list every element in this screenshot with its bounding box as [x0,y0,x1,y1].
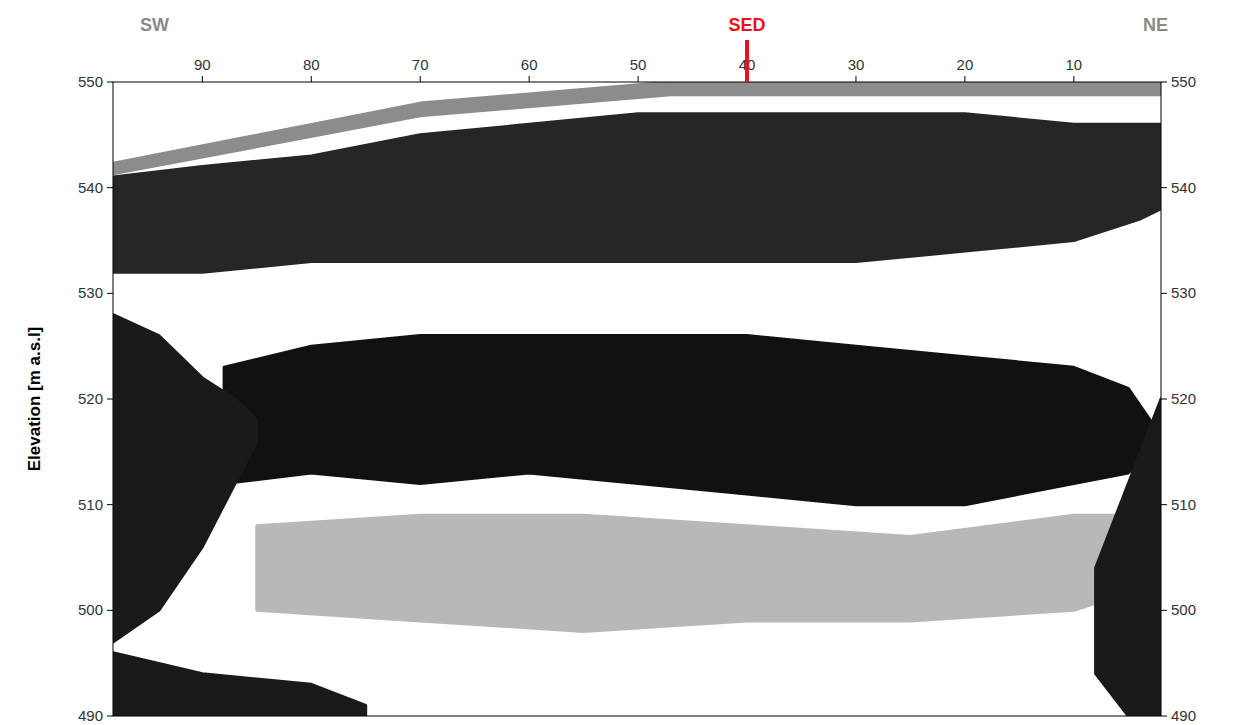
y-tick [1161,293,1167,294]
reflector-band [224,336,1150,505]
y-tick-label: 520 [1171,390,1196,407]
plot-background [113,82,1161,716]
y-tick [107,293,113,294]
y-tick [1161,610,1167,611]
x-tick [638,76,639,82]
bands [113,82,1161,716]
chart: 9080706050403020104904905005005105105205… [0,0,1237,725]
plot-frame [113,82,1161,716]
x-tick [420,76,421,82]
x-tick-label: 50 [630,56,647,73]
x-tick-label: 10 [1066,56,1083,73]
y-tick-label: 530 [1171,284,1196,301]
y-tick-label: 550 [1171,73,1196,90]
reflector-band [257,515,1139,631]
reflector-band [113,315,257,643]
x-tick [855,76,856,82]
direction-label: SW [140,15,169,35]
x-tick-label: 20 [957,56,974,73]
x-tick [529,76,530,82]
reflector-band [1096,399,1161,716]
x-tick [202,76,203,82]
y-tick-label: 490 [1171,707,1196,724]
annotation-label: SED [729,15,766,35]
y-tick-label: 530 [78,284,103,301]
x-tick-label: 30 [848,56,865,73]
x-tick [1073,76,1074,82]
y-tick [107,610,113,611]
reflector-band [113,653,366,716]
x-tick-label: 70 [412,56,429,73]
y-tick [1161,187,1167,188]
x-tick-label: 90 [194,56,211,73]
x-tick [964,76,965,82]
y-tick [107,82,113,83]
y-tick [1161,399,1167,400]
x-tick [311,76,312,82]
y-tick-label: 550 [78,73,103,90]
y-tick-label: 520 [78,390,103,407]
y-tick-label: 510 [1171,496,1196,513]
y-tick [107,399,113,400]
y-tick-label: 540 [1171,179,1196,196]
y-tick [1161,82,1167,83]
y-tick-label: 500 [78,601,103,618]
y-tick [107,187,113,188]
y-axis-title: Elevation [m a.s.l] [25,327,44,472]
x-tick-label: 60 [521,56,538,73]
direction-label: NE [1143,15,1168,35]
annotation-marker [745,40,749,82]
y-tick-label: 510 [78,496,103,513]
y-tick-label: 540 [78,179,103,196]
y-tick [1161,504,1167,505]
x-tick-label: 80 [303,56,320,73]
reflector-band [113,82,1161,174]
y-tick [107,504,113,505]
y-tick-label: 500 [1171,601,1196,618]
y-tick [107,716,113,717]
y-tick [1161,716,1167,717]
y-tick-label: 490 [78,707,103,724]
